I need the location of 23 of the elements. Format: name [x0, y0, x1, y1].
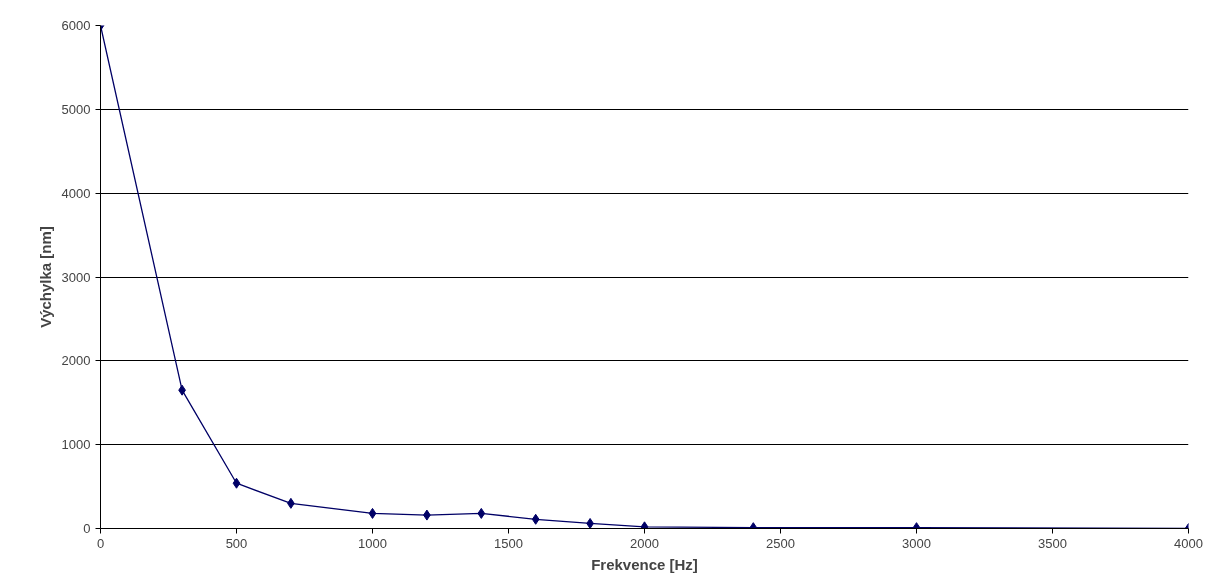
x-tick-label: 4000 — [1174, 535, 1203, 551]
y-tick-label: 5000 — [61, 101, 91, 117]
y-tick-label: 4000 — [61, 185, 91, 201]
x-tick-label: 1000 — [358, 535, 387, 551]
y-tick-label: 3000 — [61, 269, 91, 285]
x-tick-label: 2000 — [630, 535, 659, 551]
point — [232, 477, 241, 489]
y-tick-label: 1000 — [61, 437, 91, 453]
y-tick-label: 6000 — [61, 18, 91, 33]
x-axis-title: Frekvence [Hz] — [591, 555, 698, 573]
point — [640, 521, 649, 529]
x-tick-label: 1500 — [494, 535, 523, 551]
x-tick-label: 3500 — [1038, 535, 1067, 551]
x-tick-label: 3000 — [902, 535, 931, 551]
y-axis-title: Výchylka [nm] — [36, 226, 54, 328]
point — [531, 513, 540, 525]
x-tick-label: 2500 — [766, 535, 795, 551]
x-tick-label: 0 — [96, 535, 105, 551]
point — [368, 507, 377, 519]
point — [477, 507, 486, 519]
y-tick-label: 0 — [83, 521, 91, 536]
y-tick-label: 2000 — [61, 353, 91, 369]
x-tick-label: 500 — [225, 535, 248, 551]
